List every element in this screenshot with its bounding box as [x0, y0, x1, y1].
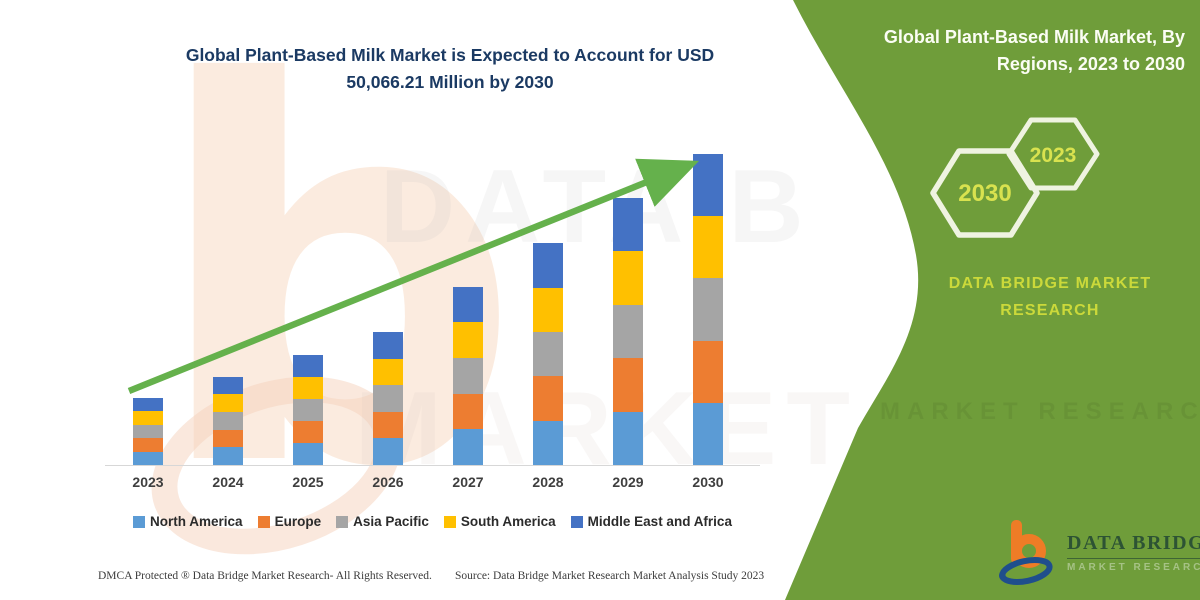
- chart-title: Global Plant-Based Milk Market is Expect…: [60, 42, 840, 96]
- hexagon-2023-label: 2023: [1030, 144, 1077, 167]
- legend-swatch-icon: [257, 515, 270, 528]
- x-axis-label-2027: 2027: [452, 474, 484, 490]
- bar-segment-south-america: [213, 394, 243, 413]
- x-axis-labels: 2023 2024 2025 2026 2027 2028 2029 2030: [105, 474, 760, 494]
- x-axis-label-2028: 2028: [532, 474, 564, 490]
- bar-segment-north-america: [613, 411, 643, 465]
- x-axis-label-2026: 2026: [372, 474, 404, 490]
- bar-segment-north-america: [133, 451, 163, 465]
- bar-segment-north-america: [693, 402, 723, 465]
- chart-title-line2: 50,066.21 Million by 2030: [346, 72, 554, 93]
- legend-swatch-icon: [570, 515, 583, 528]
- bar-segment-asia-pacific: [693, 278, 723, 341]
- bar-segment-middle-east-and-africa: [133, 397, 163, 412]
- legend-item-north-america: North America: [133, 514, 243, 529]
- databridge-logo-mark-icon: [999, 520, 1053, 585]
- logo-tagline: MARKET RESEARCH: [1067, 561, 1200, 573]
- legend-label: Europe: [274, 514, 322, 529]
- bar-segment-europe: [293, 421, 323, 443]
- chart-legend: North America Europe Asia Pacific South Ame…: [105, 514, 760, 529]
- bar-segment-north-america: [213, 447, 243, 465]
- brand-text-line1: DATA BRIDGE MARKET: [948, 275, 1152, 292]
- bar-segment-south-america: [133, 411, 163, 425]
- footer-copyright: DMCA Protected ® Data Bridge Market Rese…: [98, 570, 432, 582]
- bar-segment-europe: [453, 393, 483, 430]
- bar-segment-asia-pacific: [133, 424, 163, 439]
- legend-swatch-icon: [133, 515, 146, 528]
- bar-segment-europe: [213, 429, 243, 448]
- legend-label: Asia Pacific: [353, 514, 429, 529]
- x-axis-line: [105, 465, 760, 466]
- bar-2023: [133, 397, 163, 465]
- x-axis-label-2025: 2025: [292, 474, 324, 490]
- legend-item-asia-pacific: Asia Pacific: [336, 514, 429, 529]
- bar-segment-asia-pacific: [213, 412, 243, 430]
- databridge-logo: DATA BRIDGE MARKET RESEARCH: [995, 518, 1200, 586]
- x-axis-label-2023: 2023: [132, 474, 164, 490]
- bar-segment-north-america: [453, 429, 483, 465]
- legend-item-middle-east-and-africa: Middle East and Africa: [570, 514, 732, 529]
- legend-swatch-icon: [443, 515, 456, 528]
- logo-name: DATA BRIDGE: [1067, 532, 1200, 559]
- brand-text: DATA BRIDGE MARKET RESEARCH: [930, 270, 1170, 324]
- bar-segment-north-america: [373, 438, 403, 465]
- footer-source: Source: Data Bridge Market Research Mark…: [455, 570, 765, 582]
- bar-segment-europe: [693, 340, 723, 403]
- hexagon-2030-label: 2030: [958, 180, 1011, 207]
- brand-text-line2: RESEARCH: [1000, 302, 1100, 320]
- bar-segment-asia-pacific: [293, 399, 323, 422]
- bar-segment-north-america: [293, 443, 323, 465]
- legend-label: Middle East and Africa: [587, 514, 732, 529]
- chart-title-line1: Global Plant-Based Milk Market is Expect…: [185, 45, 715, 65]
- bar-segment-north-america: [533, 420, 563, 465]
- x-axis-label-2029: 2029: [612, 474, 644, 490]
- legend-item-europe: Europe: [257, 514, 322, 529]
- legend-item-south-america: South America: [443, 514, 556, 529]
- legend-swatch-icon: [336, 515, 349, 528]
- legend-label: North America: [150, 514, 243, 529]
- x-axis-label-2030: 2030: [692, 474, 724, 490]
- bar-segment-europe: [133, 438, 163, 452]
- bar-segment-south-america: [693, 216, 723, 279]
- legend-label: South America: [460, 514, 556, 529]
- bar-segment-europe: [373, 411, 403, 439]
- x-axis-label-2024: 2024: [212, 474, 244, 490]
